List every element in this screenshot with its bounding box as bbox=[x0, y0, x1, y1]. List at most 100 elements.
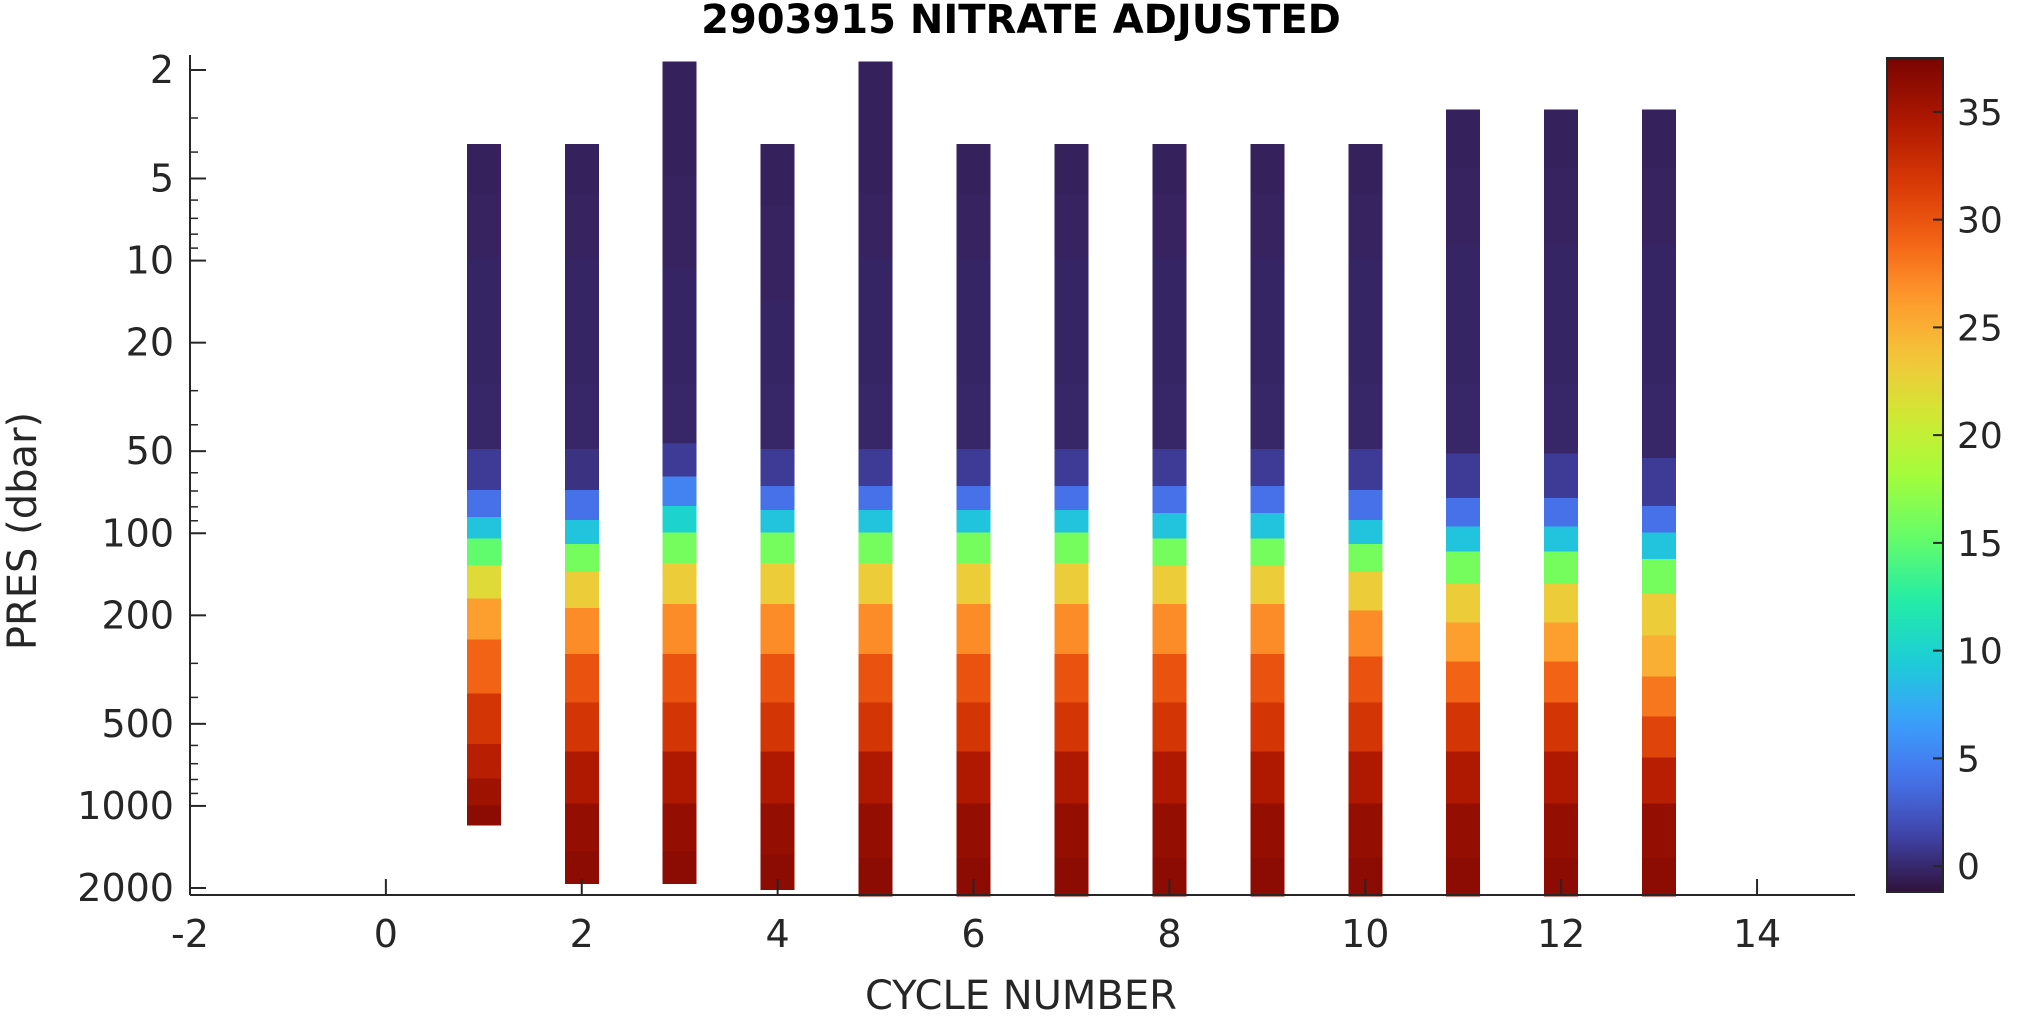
profile-cell bbox=[1054, 193, 1089, 259]
profile-cell bbox=[1152, 193, 1187, 259]
profile-cell bbox=[466, 193, 501, 259]
profile-cell bbox=[466, 517, 501, 539]
profile-cell bbox=[858, 857, 893, 897]
profile-cell bbox=[760, 448, 795, 486]
profile-cell bbox=[1446, 307, 1481, 384]
profile-cell bbox=[1348, 702, 1383, 752]
profile-cell bbox=[662, 803, 697, 852]
profile-cell bbox=[662, 751, 697, 804]
profile-cell bbox=[466, 383, 501, 449]
profile-cell bbox=[1446, 857, 1481, 897]
profile-cell bbox=[760, 485, 795, 510]
profile-cell bbox=[956, 603, 991, 655]
profile-cell bbox=[1348, 544, 1383, 572]
profile-cell bbox=[1446, 109, 1481, 169]
profile-cell bbox=[1544, 383, 1579, 454]
profile-cell bbox=[1152, 258, 1187, 313]
profile-cell bbox=[1348, 143, 1383, 194]
profile-cell bbox=[662, 505, 697, 533]
profile-cell bbox=[956, 448, 991, 486]
profile-cell bbox=[1544, 551, 1579, 584]
profile-cell bbox=[760, 702, 795, 752]
profile-cell bbox=[956, 509, 991, 533]
profile-cell bbox=[1544, 498, 1579, 527]
profile-cell bbox=[760, 509, 795, 533]
profile-cell bbox=[662, 443, 697, 477]
profile-cell bbox=[466, 538, 501, 566]
profile-cell bbox=[1250, 143, 1285, 194]
profile-cell bbox=[466, 258, 501, 313]
profile-cell bbox=[662, 851, 697, 884]
profile-cell bbox=[564, 544, 599, 572]
profile-cell bbox=[1250, 603, 1285, 655]
profile-cell bbox=[1152, 485, 1187, 514]
profile-cell bbox=[564, 312, 599, 384]
colorbar: 0 5 10 15 20 25 30 35 bbox=[1886, 57, 2003, 893]
profile-cycle-13 bbox=[1642, 109, 1677, 897]
profile-cell bbox=[760, 562, 795, 604]
profile-cell bbox=[1544, 168, 1579, 246]
profile-cell bbox=[1250, 448, 1285, 486]
profile-cycle-6 bbox=[956, 143, 991, 897]
profile-cell bbox=[1642, 245, 1677, 308]
profile-cell bbox=[662, 476, 697, 506]
profile-cycle-4 bbox=[760, 143, 795, 891]
profile-cell bbox=[1446, 583, 1481, 623]
profile-cycle-10 bbox=[1348, 143, 1383, 897]
profile-cell bbox=[1348, 751, 1383, 804]
profile-cell bbox=[466, 598, 501, 640]
x-tick-label: 10 bbox=[1341, 912, 1389, 956]
profile-cell bbox=[1348, 571, 1383, 611]
profile-cell bbox=[956, 751, 991, 804]
profile-cell bbox=[564, 607, 599, 655]
profile-cell bbox=[1250, 538, 1285, 566]
profile-cell bbox=[466, 143, 501, 194]
profile-cell bbox=[760, 206, 795, 302]
profile-cell bbox=[662, 61, 697, 112]
profile-cell bbox=[1446, 751, 1481, 804]
profile-cell bbox=[1446, 383, 1481, 454]
profile-cell bbox=[1642, 716, 1677, 758]
profile-cell bbox=[1250, 312, 1285, 384]
profile-cell bbox=[466, 565, 501, 599]
profile-cell bbox=[1152, 702, 1187, 752]
profile-cell bbox=[1348, 193, 1383, 259]
profile-cell bbox=[466, 312, 501, 384]
profile-cell bbox=[1642, 532, 1677, 559]
profile-cell bbox=[760, 532, 795, 563]
profile-cell bbox=[1054, 532, 1089, 563]
profile-cell bbox=[1250, 193, 1285, 259]
profile-cell bbox=[662, 654, 697, 703]
profile-cell bbox=[1348, 656, 1383, 703]
profile-cell bbox=[1054, 857, 1089, 897]
x-tick-label: 8 bbox=[1157, 912, 1181, 956]
x-tick-label: 14 bbox=[1733, 912, 1781, 956]
profile-cell bbox=[564, 571, 599, 608]
profile-cell bbox=[956, 485, 991, 510]
profile-cell bbox=[1152, 513, 1187, 539]
profile-cell bbox=[466, 489, 501, 518]
profile-cell bbox=[1152, 565, 1187, 604]
profile-cell bbox=[564, 143, 599, 194]
profile-cell bbox=[1544, 453, 1579, 499]
profile-cell bbox=[1544, 307, 1579, 384]
profile-cell bbox=[858, 509, 893, 533]
profile-cell bbox=[1446, 526, 1481, 552]
profile-cell bbox=[564, 751, 599, 804]
profile-cell bbox=[858, 485, 893, 510]
profile-cell bbox=[662, 111, 697, 177]
colorbar-gradient bbox=[1886, 57, 1944, 893]
x-tick-label: -2 bbox=[171, 912, 209, 956]
profile-cell bbox=[662, 562, 697, 604]
profile-cycle-9 bbox=[1250, 143, 1285, 897]
profile-cycle-7 bbox=[1054, 143, 1089, 897]
profile-cell bbox=[1642, 676, 1677, 717]
profile-cell bbox=[564, 803, 599, 852]
profile-cycle-8 bbox=[1152, 143, 1187, 897]
profile-cell bbox=[1642, 803, 1677, 858]
profile-cell bbox=[1544, 245, 1579, 308]
profile-cell bbox=[662, 224, 697, 270]
colorbar-tick-label: 30 bbox=[1957, 201, 2003, 242]
colorbar-tick-label: 0 bbox=[1957, 847, 1980, 888]
y-tick-label: 500 bbox=[101, 702, 174, 746]
